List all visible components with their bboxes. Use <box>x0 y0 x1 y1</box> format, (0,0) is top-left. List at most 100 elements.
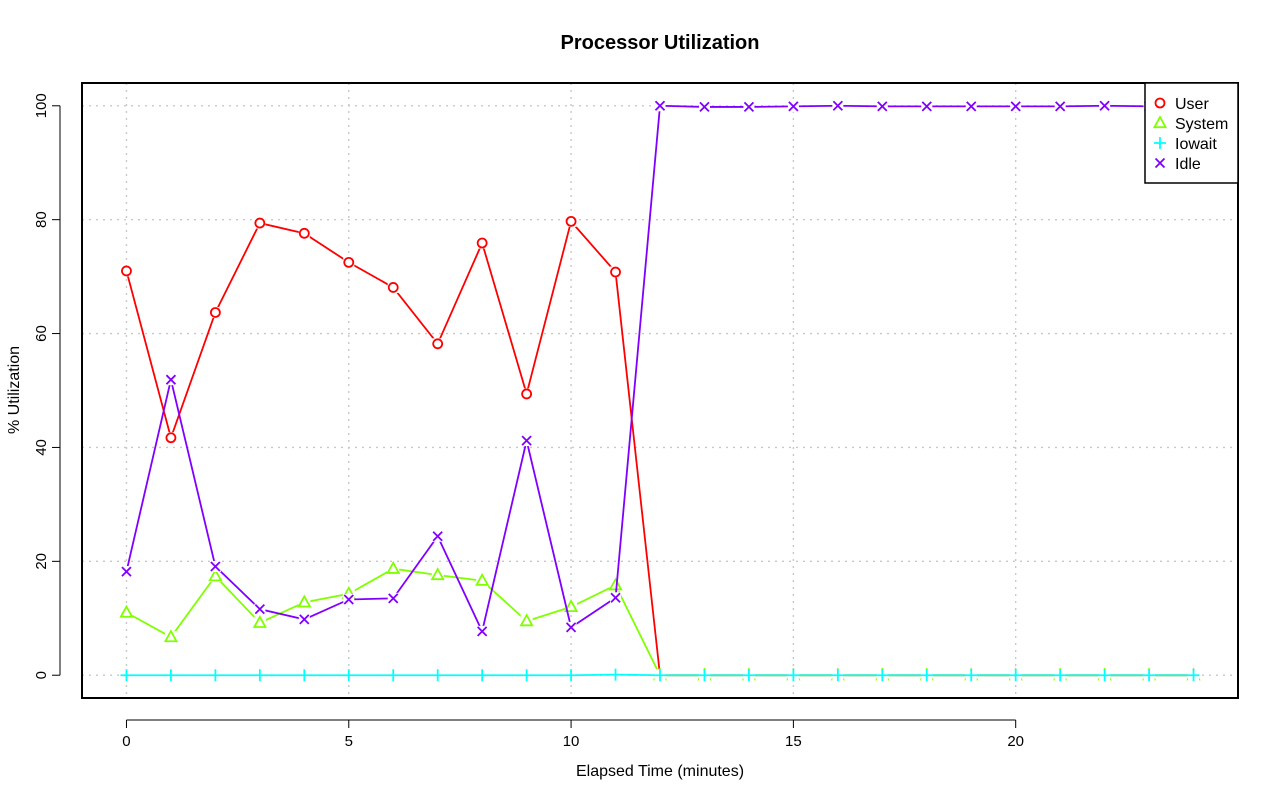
data-point-iowait <box>298 669 311 682</box>
legend-marker-user <box>1154 97 1166 109</box>
marker-gap <box>432 338 444 350</box>
legend-marker-idle <box>1154 157 1166 169</box>
data-point-iowait <box>787 669 800 682</box>
legend-label-system: System <box>1175 116 1228 133</box>
axes: 0 5 10 15 20 0 20 40 60 80 100 <box>33 93 1024 750</box>
data-point-system <box>163 629 179 643</box>
data-point-iowait <box>876 669 889 682</box>
legend-marker-iowait <box>1154 137 1166 149</box>
y-axis-label: % Utilization <box>6 346 23 434</box>
marker-gap <box>521 388 533 400</box>
data-point-idle <box>477 626 488 637</box>
data-point-idle <box>610 592 621 603</box>
legend-marker-system <box>1152 115 1168 129</box>
data-point-user <box>610 266 621 278</box>
marker-gap <box>387 281 399 293</box>
data-point-idle <box>699 101 710 113</box>
y-tick-label: 60 <box>33 325 50 342</box>
data-point-system <box>252 614 267 628</box>
data-point-idle <box>921 101 932 112</box>
data-point-user <box>565 215 577 227</box>
marker-gap <box>298 227 310 239</box>
data-point-iowait <box>654 669 666 682</box>
x-tick-label: 0 <box>122 733 130 750</box>
data-point-idle <box>1055 101 1066 112</box>
legend-box <box>1144 82 1239 184</box>
marker-gap <box>476 237 488 249</box>
data-point-system <box>119 604 134 618</box>
data-point-iowait <box>698 669 711 682</box>
data-point-iowait <box>209 669 222 682</box>
data-point-iowait <box>1143 669 1156 682</box>
data-point-iowait <box>520 669 533 682</box>
legend-label-idle: Idle <box>1175 156 1201 173</box>
marker-gap <box>120 606 133 619</box>
marker-gap <box>431 569 444 581</box>
data-point-iowait <box>253 669 266 682</box>
data-point-iowait <box>1187 669 1200 682</box>
data-point-idle <box>388 593 399 604</box>
series-lines <box>119 100 1201 682</box>
data-point-iowait <box>164 669 177 682</box>
series-user <box>120 215 1200 681</box>
x-tick-label: 20 <box>1007 733 1024 750</box>
legend-label-user: User <box>1175 96 1209 113</box>
data-point-iowait <box>831 669 844 682</box>
data-point-user <box>209 307 221 318</box>
series-line-user <box>125 219 1194 677</box>
marker-gap <box>254 217 266 229</box>
data-point-system <box>297 594 312 608</box>
data-point-idle <box>299 614 310 625</box>
marker-gap <box>609 579 622 592</box>
data-point-iowait <box>476 669 489 682</box>
data-point-system <box>430 567 445 581</box>
marker-gap <box>520 615 533 628</box>
data-point-user <box>298 227 310 239</box>
data-point-iowait <box>431 669 444 682</box>
data-point-idle <box>254 604 265 615</box>
data-point-iowait <box>1054 669 1067 682</box>
series-iowait <box>120 668 1200 682</box>
plot-frame <box>81 82 1239 699</box>
legend-label-iowait: Iowait <box>1175 136 1217 153</box>
marker-gap <box>209 306 221 318</box>
data-point-iowait <box>387 669 400 682</box>
data-point-idle <box>121 566 132 577</box>
series-line-system <box>126 567 1194 677</box>
data-point-idle <box>966 101 977 112</box>
data-point-idle <box>210 561 221 572</box>
data-point-idle <box>877 101 888 112</box>
data-point-user <box>521 388 533 400</box>
marker-gap <box>610 266 622 278</box>
marker-gap <box>476 574 489 587</box>
x-tick-label: 15 <box>785 733 802 750</box>
x-tick-label: 10 <box>563 733 580 750</box>
data-point-system <box>386 560 401 574</box>
data-point-idle <box>788 101 799 112</box>
chart-title: Processor Utilization <box>561 32 760 54</box>
data-point-system <box>208 568 223 582</box>
data-point-idle <box>832 100 843 111</box>
data-point-idle <box>521 435 532 446</box>
data-point-system <box>563 599 579 612</box>
data-point-iowait <box>920 669 933 682</box>
data-point-user <box>387 282 399 293</box>
data-point-idle <box>343 594 354 605</box>
data-point-user <box>476 237 488 249</box>
marker-gap <box>120 265 132 277</box>
marker-gap <box>565 600 578 613</box>
data-point-user <box>343 256 355 268</box>
data-point-user <box>165 432 177 444</box>
data-point-iowait <box>742 669 755 682</box>
series-idle <box>120 100 1200 637</box>
data-point-idle <box>1099 100 1110 111</box>
data-point-user <box>254 217 266 229</box>
series-system <box>119 560 1201 682</box>
data-point-iowait <box>965 669 978 682</box>
data-point-iowait <box>1098 669 1111 682</box>
x-axis-label: Elapsed Time (minutes) <box>576 763 744 780</box>
marker-gap <box>165 432 177 444</box>
marker-gap <box>387 562 400 575</box>
